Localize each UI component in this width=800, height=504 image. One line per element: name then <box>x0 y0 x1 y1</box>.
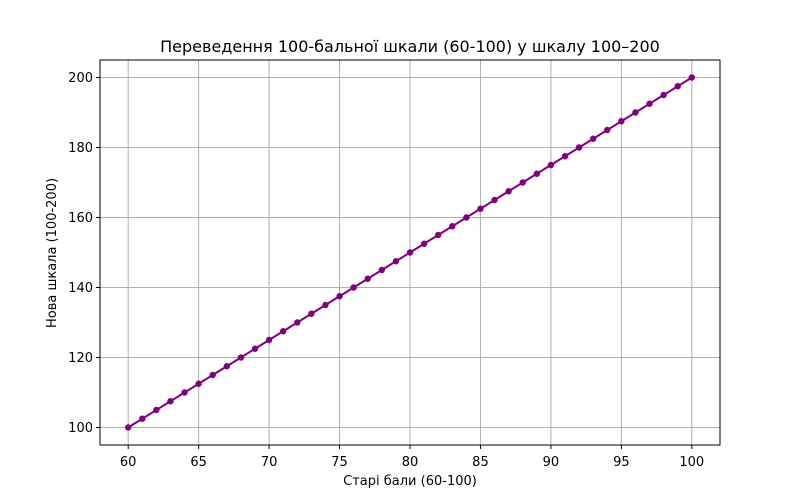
x-tick-label: 75 <box>331 455 348 470</box>
data-point <box>294 319 301 326</box>
data-point <box>406 249 414 256</box>
data-point <box>153 406 160 414</box>
x-tick-label: 85 <box>472 455 489 470</box>
data-point <box>449 223 456 230</box>
y-tick-label: 140 <box>68 281 93 296</box>
data-point <box>632 109 639 116</box>
data-point <box>477 205 484 212</box>
x-tick-label: 70 <box>261 455 278 470</box>
data-point <box>223 363 231 370</box>
data-point <box>139 415 146 422</box>
data-point <box>181 389 188 396</box>
data-point <box>251 345 259 352</box>
y-tick-label: 120 <box>68 351 93 366</box>
x-tick-label: 100 <box>679 455 704 470</box>
data-point <box>589 135 597 142</box>
axes: 60 65 70 75 80 85 90 95 100 100 120 140 160 180 200 <box>68 71 704 470</box>
x-axis-label: Старі бали (60-100) <box>343 474 477 489</box>
y-tick-label: 200 <box>68 71 93 86</box>
data-point <box>674 83 681 90</box>
data-point <box>322 301 329 309</box>
data-point <box>561 153 569 160</box>
y-tick-label: 180 <box>68 141 93 156</box>
x-tick-label: 90 <box>543 455 560 470</box>
data-point <box>519 179 526 186</box>
y-tick-label: 160 <box>68 211 93 226</box>
data-point <box>392 258 400 265</box>
chart-title: Переведення 100-бальної шкали (60-100) у… <box>160 37 660 56</box>
data-point <box>265 336 273 344</box>
x-tick-label: 95 <box>613 455 630 470</box>
data-point <box>547 161 555 169</box>
x-tick-label: 80 <box>402 455 419 470</box>
data-point <box>463 214 470 221</box>
y-axis-label: Нова шкала (100-200) <box>45 178 60 328</box>
data-point <box>378 266 386 274</box>
data-point <box>350 284 357 291</box>
data-point <box>364 275 371 282</box>
series-layer <box>124 74 696 431</box>
x-tick-label: 60 <box>120 455 137 470</box>
data-point <box>660 91 667 99</box>
data-point <box>491 196 498 204</box>
data-point <box>646 100 653 107</box>
data-point <box>124 424 132 431</box>
y-tick-label: 100 <box>68 421 93 436</box>
data-point <box>533 170 541 177</box>
data-point <box>336 293 343 300</box>
data-point <box>434 231 442 239</box>
data-point <box>688 74 696 81</box>
data-point <box>209 371 216 379</box>
data-point <box>604 126 611 134</box>
data-point <box>420 240 428 247</box>
data-point <box>618 118 625 125</box>
data-point <box>237 354 245 361</box>
data-point <box>195 380 202 387</box>
data-point <box>308 310 315 317</box>
data-point <box>575 144 583 151</box>
data-point <box>279 328 287 335</box>
plot-frame <box>99 59 721 446</box>
x-tick-label: 65 <box>190 455 207 470</box>
data-point <box>505 188 512 195</box>
data-point <box>167 398 174 405</box>
